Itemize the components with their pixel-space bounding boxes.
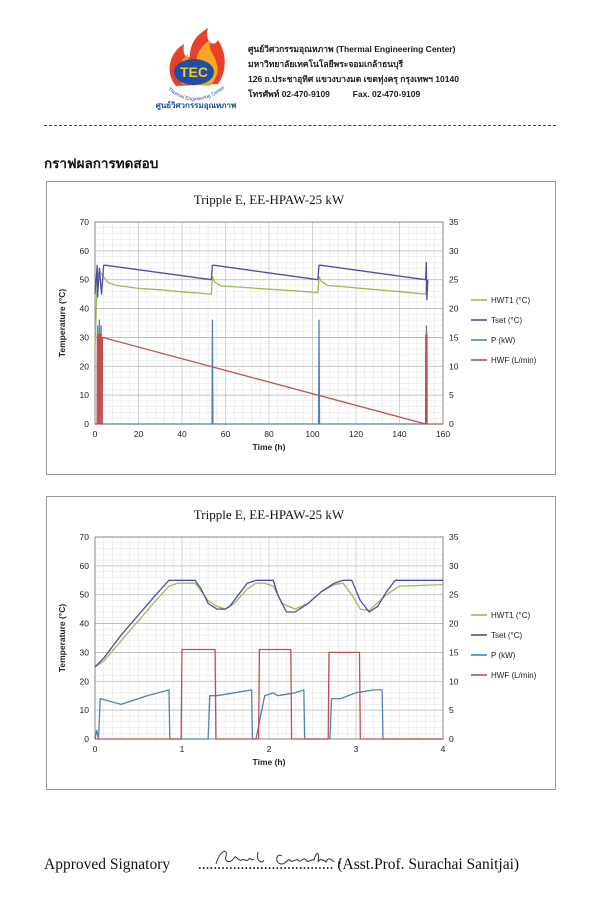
letterhead-text: ศูนย์วิศวกรรมอุณหภาพ (Thermal Engineerin… xyxy=(248,42,459,102)
logo-text: TEC xyxy=(180,64,208,80)
chart-title: Tripple E, EE-HPAW-25 kW xyxy=(194,507,345,522)
y2-tick-label: 5 xyxy=(449,705,454,715)
y-tick-label: 0 xyxy=(84,419,89,429)
legend-label: Tset (°C) xyxy=(491,316,523,325)
legend-label: HWT1 (°C) xyxy=(491,296,531,305)
legend-label: P (kW) xyxy=(491,336,516,345)
x-tick-label: 2 xyxy=(267,744,272,754)
plot-frame xyxy=(94,536,444,740)
y2-tick-label: 20 xyxy=(449,304,459,314)
section-title: กราฟผลการทดสอบ xyxy=(44,156,159,171)
handwritten-signature xyxy=(215,850,341,865)
y2-tick-label: 15 xyxy=(449,332,459,342)
tec-flame-logo: TEC Thermal Engineering Center ศูนย์วิศว… xyxy=(156,28,236,110)
x-tick-label: 40 xyxy=(177,429,187,439)
y-tick-label: 60 xyxy=(80,246,90,256)
university-name: มหาวิทยาลัยเทคโนโลยีพระจอมเกล้าธนบุรี xyxy=(248,59,404,69)
x-tick-label: 0 xyxy=(93,429,98,439)
y-tick-label: 70 xyxy=(80,217,90,227)
series-line-3 xyxy=(95,333,443,425)
x-tick-label: 20 xyxy=(134,429,144,439)
y2-tick-label: 5 xyxy=(449,390,454,400)
y2-tick-label: 35 xyxy=(449,532,459,542)
chart-title: Tripple E, EE-HPAW-25 kW xyxy=(194,192,345,207)
legend-label: P (kW) xyxy=(491,651,516,660)
y2-tick-label: 30 xyxy=(449,246,459,256)
y2-tick-label: 35 xyxy=(449,217,459,227)
legend-label: Tset (°C) xyxy=(491,631,523,640)
y2-tick-label: 0 xyxy=(449,419,454,429)
logo-sub-en: Thermal Engineering Center xyxy=(167,85,227,103)
chart-2-svg: Tripple E, EE-HPAW-25 kW0102030405060700… xyxy=(57,507,537,767)
y-tick-label: 50 xyxy=(80,590,90,600)
y-tick-label: 0 xyxy=(84,734,89,744)
address: 126 ถ.ประชาอุทิศ แขวงบางมด เขตทุ่งครุ กร… xyxy=(248,74,459,84)
x-tick-label: 3 xyxy=(354,744,359,754)
y-axis-label: Temperature (°C) xyxy=(57,289,67,358)
y-tick-label: 60 xyxy=(80,561,90,571)
legend-label: HWF (L/min) xyxy=(491,671,537,680)
series-line-1 xyxy=(94,579,443,668)
y2-tick-label: 10 xyxy=(449,676,459,686)
y-tick-label: 10 xyxy=(80,390,90,400)
x-tick-label: 140 xyxy=(392,429,406,439)
y2-tick-label: 10 xyxy=(449,361,459,371)
x-axis-label: Time (h) xyxy=(253,442,286,452)
y-tick-label: 70 xyxy=(80,532,90,542)
x-tick-label: 100 xyxy=(305,429,319,439)
y-tick-label: 20 xyxy=(80,361,90,371)
legend-label: HWT1 (°C) xyxy=(491,611,531,620)
signatory-name: (Asst.Prof. Surachai Sanitjai) xyxy=(337,856,520,873)
y-tick-label: 40 xyxy=(80,304,90,314)
y2-tick-label: 20 xyxy=(449,619,459,629)
series-line-1 xyxy=(94,261,429,301)
chart-1: Tripple E, EE-HPAW-25 kW 0 10 20 30 40 50 60 70 0… xyxy=(46,181,556,475)
logo-sub-th: ศูนย์วิศวกรรมอุณหภาพ xyxy=(156,100,236,110)
signatory-label: Approved Signatory xyxy=(44,856,171,873)
x-axis-label: Time (h) xyxy=(253,757,286,767)
y2-tick-label: 25 xyxy=(449,590,459,600)
x-tick-label: 160 xyxy=(436,429,450,439)
signature-line: Approved Signatory .....................… xyxy=(44,856,564,874)
x-tick-label: 60 xyxy=(221,429,231,439)
y2-tick-label: 25 xyxy=(449,275,459,285)
y2-tick-label: 30 xyxy=(449,561,459,571)
contact-line: โทรศัพท์ 02-470-9109 Fax. 02-470-9109 xyxy=(248,87,459,102)
y-tick-label: 20 xyxy=(80,676,90,686)
x-tick-label: 4 xyxy=(441,744,446,754)
chart-1-svg: Tripple E, EE-HPAW-25 kW0102030405060700… xyxy=(57,192,537,452)
x-tick-label: 120 xyxy=(349,429,363,439)
y-tick-label: 40 xyxy=(80,619,90,629)
fax: Fax. 02-470-9109 xyxy=(352,89,421,99)
x-tick-label: 1 xyxy=(180,744,185,754)
y-axis-label: Temperature (°C) xyxy=(57,604,67,673)
chart-2: Tripple E, EE-HPAW-25 kW 0 10 20 30 40 50 60 70 0… xyxy=(46,496,556,790)
svg-text:Thermal Engineering Center: Thermal Engineering Center xyxy=(167,85,227,103)
letterhead: TEC Thermal Engineering Center ศูนย์วิศว… xyxy=(156,26,580,116)
series-line-0 xyxy=(94,582,444,668)
divider xyxy=(44,125,556,126)
y-tick-label: 30 xyxy=(80,332,90,342)
signature-dots: ................................... xyxy=(197,856,334,873)
phone: โทรศัพท์ 02-470-9109 xyxy=(248,89,330,99)
y-tick-label: 10 xyxy=(80,705,90,715)
series-line-3 xyxy=(95,648,443,740)
y2-tick-label: 0 xyxy=(449,734,454,744)
y2-tick-label: 15 xyxy=(449,647,459,657)
y-tick-label: 50 xyxy=(80,275,90,285)
center-name: ศูนย์วิศวกรรมอุณหภาพ (Thermal Engineerin… xyxy=(248,44,456,54)
series-line-0 xyxy=(94,270,429,350)
legend-label: HWF (L/min) xyxy=(491,356,537,365)
x-tick-label: 80 xyxy=(264,429,274,439)
y-tick-label: 30 xyxy=(80,647,90,657)
x-tick-label: 0 xyxy=(93,744,98,754)
